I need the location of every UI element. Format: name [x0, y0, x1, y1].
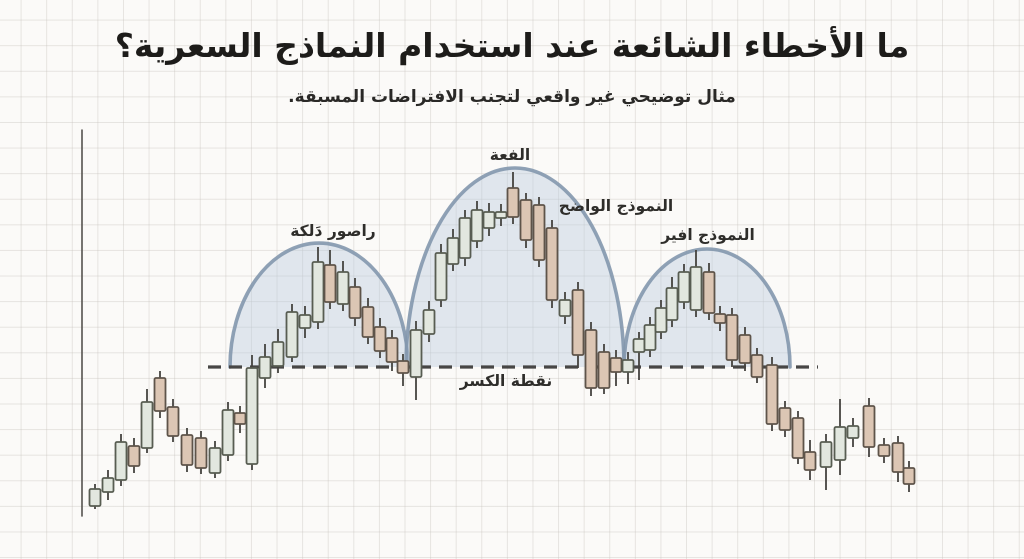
- candle-down: [166, 406, 180, 437]
- right-shoulder-label: النموذج افير: [661, 226, 755, 244]
- candle-up: [846, 425, 860, 439]
- candle-up: [621, 359, 635, 373]
- candle-up: [819, 441, 833, 468]
- left-shoulder-label: راصور دَلكة: [290, 222, 376, 240]
- candle-down: [506, 187, 520, 218]
- candle-down: [584, 329, 598, 389]
- candle-up: [446, 237, 460, 265]
- candle-up: [208, 447, 222, 474]
- page-title: ما الأخطاء الشائعة عند استخدام النماذج ا…: [114, 26, 910, 65]
- candle-down: [862, 405, 876, 448]
- candle-down: [373, 326, 387, 352]
- candle-up: [643, 324, 657, 351]
- candle-down: [725, 314, 739, 361]
- candle-up: [482, 211, 496, 229]
- candle-up: [311, 261, 325, 323]
- candle-up: [88, 488, 102, 507]
- candle-up: [632, 338, 646, 353]
- candle-up: [434, 252, 448, 301]
- candle-up: [422, 309, 436, 335]
- candle-down: [609, 357, 623, 373]
- candle-up: [833, 426, 847, 461]
- candle-up: [271, 341, 285, 367]
- clear-pattern-label: النموذج الواضح: [558, 197, 674, 215]
- candle-down: [765, 364, 779, 425]
- candle-down: [702, 271, 716, 314]
- page-subtitle: مثال توضيحي غير واقعي لتجنب الافتراضات ا…: [288, 87, 736, 107]
- candle-up: [245, 367, 259, 465]
- candle-up: [470, 209, 484, 242]
- candle-up: [458, 217, 472, 259]
- candle-down: [127, 445, 141, 467]
- head-arc: [404, 166, 626, 369]
- candle-up: [140, 401, 154, 449]
- candle-down: [348, 286, 362, 319]
- candle-down: [519, 199, 533, 241]
- candle-down: [385, 337, 399, 363]
- candle-up: [677, 271, 691, 303]
- candle-up: [654, 307, 668, 333]
- candle-up: [409, 329, 423, 378]
- candle-down: [738, 334, 752, 364]
- candle-up: [101, 477, 115, 493]
- candle-down: [545, 227, 559, 301]
- candle-up: [689, 266, 703, 311]
- candle-up: [665, 287, 679, 321]
- candle-up: [298, 314, 312, 329]
- candle-down: [803, 451, 817, 471]
- candle-down: [713, 313, 727, 324]
- candle-down: [791, 417, 805, 459]
- candle-up: [221, 409, 235, 456]
- candle-down: [323, 264, 337, 303]
- candle-down: [597, 351, 611, 389]
- candle-down: [396, 360, 410, 374]
- candle-down: [153, 377, 167, 412]
- peak-label: الفعة: [489, 146, 531, 164]
- candle-up: [494, 211, 508, 219]
- candle-down: [233, 412, 247, 425]
- candle-down: [877, 444, 891, 457]
- right-shoulder-arc: [622, 247, 792, 369]
- candle-down: [778, 407, 792, 431]
- candle-down: [902, 467, 916, 485]
- candle-down: [571, 289, 585, 356]
- candle-up: [114, 441, 128, 481]
- candle-down: [194, 437, 208, 469]
- candle-down: [532, 204, 546, 261]
- candle-up: [558, 299, 572, 317]
- left-shoulder-arc: [228, 241, 410, 369]
- candle-down: [891, 442, 905, 473]
- candle-down: [361, 306, 375, 338]
- candle-down: [180, 434, 194, 466]
- candle-up: [285, 311, 299, 358]
- candle-down: [750, 354, 764, 378]
- candle-up: [336, 271, 350, 305]
- candle-up: [258, 356, 272, 379]
- breakpoint-label: نقطة الكسر: [459, 372, 553, 390]
